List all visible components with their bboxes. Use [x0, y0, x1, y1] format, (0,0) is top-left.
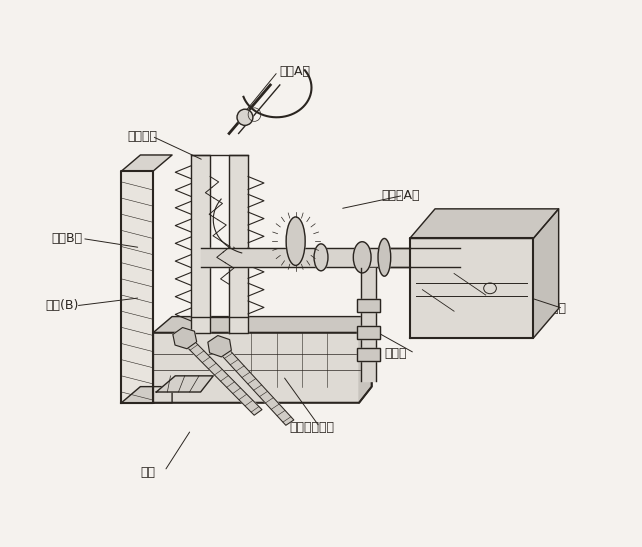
FancyBboxPatch shape — [357, 348, 380, 361]
Text: 行程调节螺钉: 行程调节螺钉 — [290, 421, 334, 434]
Polygon shape — [216, 344, 294, 425]
Text: 缓冲弹簧: 缓冲弹簧 — [128, 130, 158, 143]
Text: 挡铁: 挡铁 — [141, 466, 155, 479]
Text: 齿轮（A）: 齿轮（A） — [381, 189, 420, 202]
Polygon shape — [121, 155, 172, 171]
Polygon shape — [229, 155, 248, 333]
Polygon shape — [359, 333, 372, 403]
FancyBboxPatch shape — [357, 327, 380, 339]
Text: 往复槽台: 往复槽台 — [537, 302, 566, 315]
FancyBboxPatch shape — [357, 299, 380, 312]
Ellipse shape — [353, 242, 371, 273]
Text: 齿轮(B): 齿轮(B) — [46, 299, 79, 312]
Polygon shape — [181, 335, 262, 415]
Polygon shape — [534, 209, 559, 338]
Text: 杆（A）: 杆（A） — [280, 65, 311, 78]
Polygon shape — [410, 209, 559, 238]
Text: 缓冲钉: 缓冲钉 — [385, 347, 407, 360]
Ellipse shape — [314, 244, 328, 271]
Polygon shape — [410, 238, 534, 338]
Polygon shape — [153, 317, 372, 333]
Polygon shape — [121, 387, 172, 403]
Ellipse shape — [378, 238, 391, 276]
Polygon shape — [153, 333, 372, 403]
Polygon shape — [156, 376, 213, 392]
Ellipse shape — [237, 109, 253, 125]
Polygon shape — [191, 155, 210, 333]
Text: 杆（B）: 杆（B） — [52, 232, 83, 245]
Ellipse shape — [286, 217, 305, 265]
Polygon shape — [121, 171, 153, 403]
